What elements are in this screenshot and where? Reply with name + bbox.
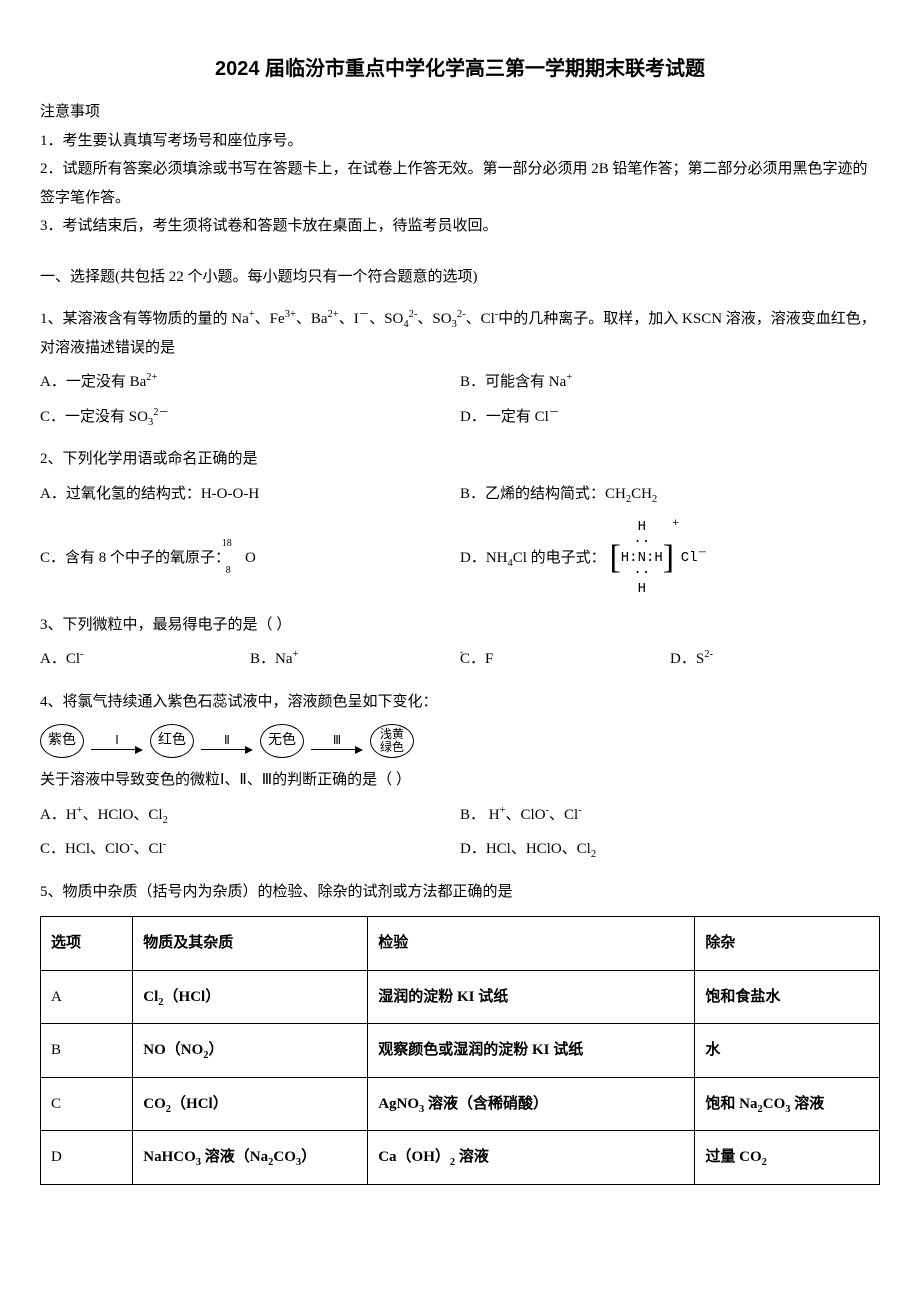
question-5-stem: 5、物质中杂质（括号内为杂质）的检验、除杂的试剂或方法都正确的是 <box>40 878 880 907</box>
q4-option-c: C．HCl、ClO-、Cl- <box>40 835 460 864</box>
page-title: 2024 届临汾市重点中学化学高三第一学期期末联考试题 <box>40 50 880 88</box>
center-marker: ▪ <box>460 645 463 660</box>
cell-test: 湿润的淀粉 KI 试纸 <box>368 970 695 1024</box>
flow-arrow-2: Ⅱ <box>200 729 254 754</box>
notice-item-1: 1．考生要认真填写考场号和座位序号。 <box>40 127 880 156</box>
cell-opt: C <box>41 1077 133 1131</box>
cell-opt: B <box>41 1024 133 1078</box>
q2-option-b: B．乙烯的结构简式：CH2CH2 <box>460 480 880 509</box>
section-1-heading: 一、选择题(共包括 22 个小题。每小题均只有一个符合题意的选项) <box>40 263 880 292</box>
q2-option-a: A．过氧化氢的结构式：H-O-O-H <box>40 480 460 509</box>
q5-table: 选项 物质及其杂质 检验 除杂 A Cl2（HCl） 湿润的淀粉 KI 试纸 饱… <box>40 916 880 1185</box>
flow-node-2: 红色 <box>150 724 194 758</box>
notice-item-2: 2．试题所有答案必须填涂或书写在答题卡上，在试卷上作答无效。第一部分必须用 2B… <box>40 155 880 212</box>
q3-option-b: B．Na+ <box>250 645 460 674</box>
table-header-row: 选项 物质及其杂质 检验 除杂 <box>41 917 880 971</box>
flow-node-4: 浅黄绿色 <box>370 724 414 758</box>
q3-option-c: C．F <box>460 645 670 674</box>
q1-option-d: D．一定有 Cl－ <box>460 403 880 432</box>
cell-remove: 水 <box>695 1024 880 1078</box>
cell-test: 观察颜色或湿润的淀粉 KI 试纸 <box>368 1024 695 1078</box>
table-row: B NO（NO2） 观察颜色或湿润的淀粉 KI 试纸 水 <box>41 1024 880 1078</box>
q4-option-b: B． H+、ClO-、Cl- <box>460 801 880 830</box>
flow-node-1: 紫色 <box>40 724 84 758</box>
flow-arrow-1: Ⅰ <box>90 729 144 754</box>
cell-remove: 过量 CO2 <box>695 1131 880 1185</box>
q1-option-c: C．一定没有 SO32－ <box>40 403 460 432</box>
q1-option-a: A．一定没有 Ba2+ <box>40 368 460 397</box>
cell-opt: D <box>41 1131 133 1185</box>
question-3-stem: 3、下列微粒中，最易得电子的是（ ） <box>40 611 880 640</box>
question-2-stem: 2、下列化学用语或命名正确的是 <box>40 445 880 474</box>
q2-option-d: D．NH4Cl 的电子式： [ H ·· H:N:H ·· H ] + Cl－ <box>460 520 880 597</box>
flow-arrow-3: Ⅲ <box>310 729 364 754</box>
cell-test: AgNO3 溶液（含稀硝酸） <box>368 1077 695 1131</box>
notice-item-3: 3．考试结束后，考生须将试卷和答题卡放在桌面上，待监考员收回。 <box>40 212 880 241</box>
table-row: D NaHCO3 溶液（Na2CO3） Ca（OH）2 溶液 过量 CO2 <box>41 1131 880 1185</box>
isotope-icon: O188 <box>234 544 256 573</box>
table-row: A Cl2（HCl） 湿润的淀粉 KI 试纸 饱和食盐水 <box>41 970 880 1024</box>
electron-formula: [ H ·· H:N:H ·· H ] + Cl－ <box>609 520 707 597</box>
flow-diagram: 紫色 Ⅰ 红色 Ⅱ 无色 Ⅲ 浅黄绿色 <box>40 724 880 758</box>
cell-substance: NaHCO3 溶液（Na2CO3） <box>133 1131 368 1185</box>
cell-substance: CO2（HCl） <box>133 1077 368 1131</box>
q4-option-d: D．HCl、HClO、Cl2 <box>460 835 880 864</box>
cell-test: Ca（OH）2 溶液 <box>368 1131 695 1185</box>
q1-option-b: B．可能含有 Na+ <box>460 368 880 397</box>
q3-option-a: A．Cl- <box>40 645 250 674</box>
cell-substance: Cl2（HCl） <box>133 970 368 1024</box>
question-4-stem: 4、将氯气持续通入紫色石蕊试液中，溶液颜色呈如下变化： <box>40 688 880 717</box>
cell-opt: A <box>41 970 133 1024</box>
question-1: 1、某溶液含有等物质的量的 Na+、Fe3+、Ba2+、I－、SO42-、SO3… <box>40 305 880 362</box>
cell-substance: NO（NO2） <box>133 1024 368 1078</box>
th-substance: 物质及其杂质 <box>133 917 368 971</box>
q1-stem: 1、某溶液含有等物质的量的 Na+、Fe3+、Ba2+、I－、SO42-、SO3… <box>40 311 876 356</box>
th-option: 选项 <box>41 917 133 971</box>
notice-heading: 注意事项 <box>40 98 880 127</box>
th-remove: 除杂 <box>695 917 880 971</box>
cell-remove: 饱和食盐水 <box>695 970 880 1024</box>
flow-node-3: 无色 <box>260 724 304 758</box>
table-row: C CO2（HCl） AgNO3 溶液（含稀硝酸） 饱和 Na2CO3 溶液 <box>41 1077 880 1131</box>
q2-option-c: C．含有 8 个中子的氧原子： O188 <box>40 544 460 573</box>
th-test: 检验 <box>368 917 695 971</box>
question-4-sub: 关于溶液中导致变色的微粒Ⅰ、Ⅱ、Ⅲ的判断正确的是（ ） <box>40 766 880 795</box>
q4-option-a: A．H+、HClO、Cl2 <box>40 801 460 830</box>
q3-option-d: D．S2- <box>670 645 880 674</box>
cell-remove: 饱和 Na2CO3 溶液 <box>695 1077 880 1131</box>
